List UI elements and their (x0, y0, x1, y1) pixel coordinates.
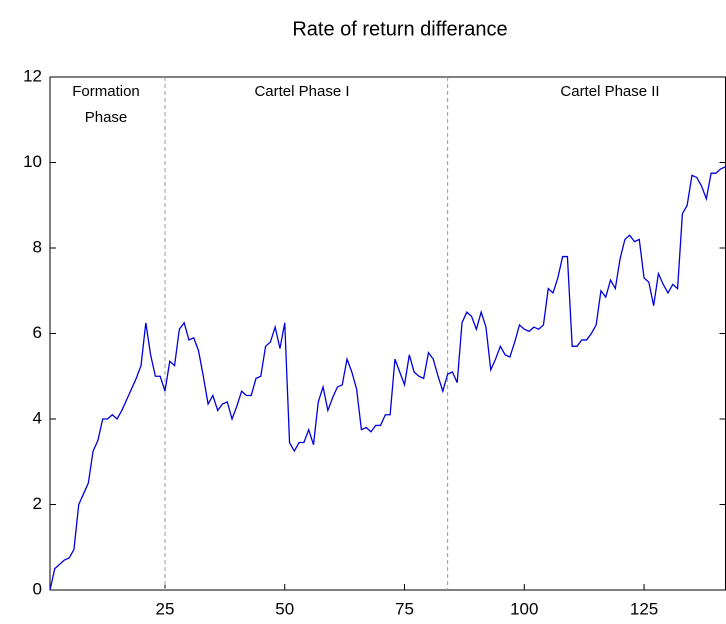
chart-title: Rate of return differance (292, 18, 507, 40)
y-tick-label: 0 (33, 579, 42, 598)
x-tick-label: 25 (156, 599, 175, 618)
y-tick-label: 6 (33, 323, 42, 342)
y-tick-label: 2 (33, 494, 42, 513)
y-tick-label: 8 (33, 237, 42, 256)
plot-frame (49, 76, 726, 591)
x-tick-label: 125 (630, 599, 658, 618)
annotation: Cartel Phase I (254, 83, 349, 100)
x-tick-label: 50 (275, 599, 294, 618)
y-tick-label: 4 (33, 408, 42, 427)
x-tick-label: 100 (510, 599, 538, 618)
y-tick-label: 10 (23, 152, 42, 171)
data-line (49, 166, 726, 591)
annotation: Phase (85, 109, 128, 126)
x-tick-label: 75 (395, 599, 414, 618)
annotation: Formation (72, 83, 140, 100)
annotation: Cartel Phase II (560, 83, 659, 100)
y-tick-label: 12 (23, 66, 42, 85)
